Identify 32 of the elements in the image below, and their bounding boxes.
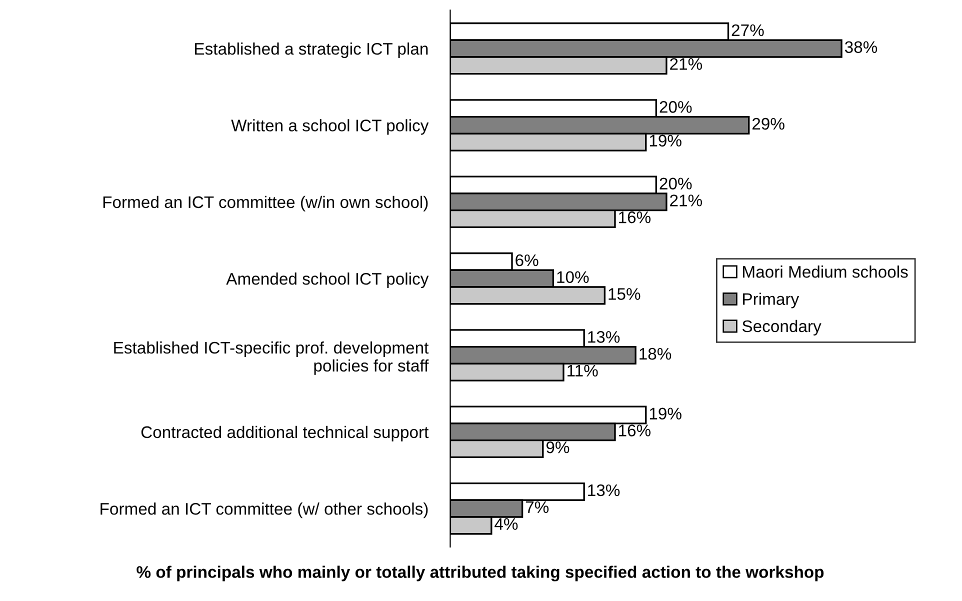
- data-label: 21%: [670, 194, 702, 206]
- legend-label: Secondary: [742, 320, 822, 336]
- legend-label: Maori Medium schools: [743, 266, 908, 278]
- y-tick-label: Amended school ICT policy: [226, 272, 429, 288]
- legend-label: Primary: [743, 292, 800, 308]
- data-label: 19%: [650, 134, 682, 147]
- data-label: 15%: [608, 288, 640, 300]
- data-label: 9%: [546, 441, 570, 454]
- data-label: 7%: [526, 501, 549, 513]
- y-tick-label: Written a school ICT policy: [231, 119, 429, 135]
- y-tick-label: Formed an ICT committee (w/ other schools): [100, 502, 428, 518]
- y-tick-label: Established a strategic ICT plan: [195, 42, 428, 58]
- data-label: 20%: [660, 178, 692, 190]
- data-label: 13%: [588, 331, 620, 343]
- data-label: 27%: [732, 24, 764, 36]
- data-label: 6%: [516, 254, 538, 266]
- y-tick-label: Established ICT-specific prof. development policies for staff: [114, 341, 429, 375]
- data-label: 11%: [568, 364, 598, 377]
- data-label: 20%: [660, 101, 692, 113]
- data-label: 21%: [670, 58, 702, 70]
- data-label: 29%: [752, 118, 784, 130]
- y-tick-label: Contracted additional technical support: [141, 426, 429, 442]
- data-label: 38%: [844, 41, 878, 54]
- data-label: 16%: [619, 211, 651, 224]
- data-label: 4%: [494, 518, 518, 530]
- data-label: 19%: [650, 408, 682, 420]
- data-label: 10%: [557, 271, 589, 284]
- y-tick-label: Formed an ICT committee (w/in own school): [103, 196, 428, 212]
- data-label: 13%: [588, 484, 620, 496]
- x-axis-title: % of principals who mainly or totally attributed taking specified action to the workshop: [136, 566, 824, 582]
- data-label: 16%: [619, 424, 651, 436]
- data-label: 18%: [640, 348, 672, 360]
